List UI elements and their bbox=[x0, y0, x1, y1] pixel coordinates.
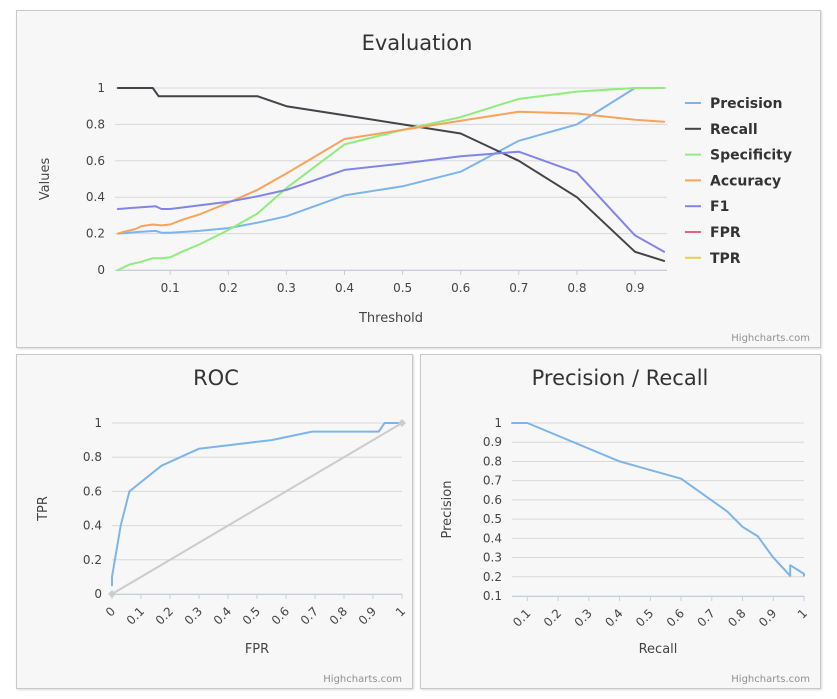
x-tick-label: 0.4 bbox=[602, 606, 625, 629]
legend-label: Specificity bbox=[710, 148, 792, 164]
x-tick-label: 0.8 bbox=[327, 604, 350, 627]
legend-label: Precision bbox=[710, 96, 782, 112]
x-tick-label: 0.1 bbox=[161, 281, 180, 295]
x-tick-label: 0.9 bbox=[756, 606, 779, 629]
x-axis-label: Recall bbox=[639, 642, 678, 657]
y-tick-label: 0 bbox=[97, 263, 105, 277]
y-tick-label: 0.8 bbox=[83, 450, 102, 464]
series-line[interactable] bbox=[116, 150, 666, 253]
y-tick-label: 0.6 bbox=[83, 484, 102, 498]
y-tick-label: 0.4 bbox=[86, 190, 105, 204]
chart-title: Precision / Recall bbox=[532, 366, 709, 390]
x-tick-label: 0.8 bbox=[567, 281, 586, 295]
x-tick-label: 0.3 bbox=[572, 606, 595, 629]
series-line[interactable] bbox=[511, 422, 805, 577]
series-marker[interactable] bbox=[108, 590, 116, 598]
x-tick-label: 1 bbox=[795, 606, 810, 621]
x-tick-label: 0.3 bbox=[277, 281, 296, 295]
legend-label: FPR bbox=[710, 225, 741, 241]
y-tick-label: 0.5 bbox=[483, 512, 502, 526]
x-tick-label: 0.6 bbox=[269, 604, 292, 627]
y-tick-label: 1 bbox=[494, 416, 502, 430]
series-line[interactable] bbox=[116, 87, 666, 271]
roc-chart: ROC 0 0.2 0.4 0.6 0.8 1 0 0.1 0.2 0.3 0.4 0.5 0.6 0.7 0… bbox=[36, 366, 408, 685]
y-tick-label: 0.7 bbox=[483, 474, 502, 488]
legend-label: F1 bbox=[710, 199, 729, 215]
series-line[interactable] bbox=[111, 422, 403, 587]
y-tick-label: 0.6 bbox=[483, 493, 502, 507]
x-tick-label: 0.9 bbox=[356, 604, 379, 627]
y-tick-label: 0.8 bbox=[483, 454, 502, 468]
y-axis-label: TPR bbox=[36, 496, 51, 522]
x-tick-label: 1 bbox=[393, 604, 408, 619]
legend-item[interactable]: Precision bbox=[685, 96, 782, 112]
legend-item[interactable]: Specificity bbox=[685, 148, 792, 164]
x-axis-label: Threshold bbox=[358, 311, 423, 326]
legend-label: Recall bbox=[710, 122, 758, 138]
x-tick-label: 0.4 bbox=[211, 604, 234, 627]
y-tick-label: 0 bbox=[94, 587, 102, 601]
highcharts-credit-link[interactable]: Highcharts.com bbox=[731, 674, 810, 685]
x-tick-label: 0.6 bbox=[451, 281, 470, 295]
y-tick-label: 1 bbox=[94, 416, 102, 430]
x-tick-label: 0.6 bbox=[664, 606, 687, 629]
x-tick-label: 0.1 bbox=[124, 604, 147, 627]
y-tick-label: 0.1 bbox=[483, 589, 502, 603]
x-tick-label: 0.7 bbox=[509, 281, 528, 295]
precision-recall-chart-panel: Precision / Recall 0.1 0.2 0.3 0.4 0.5 0.6 0.7 0… bbox=[420, 354, 821, 689]
legend-item[interactable]: TPR bbox=[685, 251, 741, 267]
legend-item[interactable]: F1 bbox=[685, 199, 729, 215]
y-tick-label: 0.4 bbox=[83, 519, 102, 533]
y-tick-label: 0.3 bbox=[483, 551, 502, 565]
evaluation-chart: Evaluation 0 0.2 0.4 0.6 0.8 1 0.1 0.2 0.3 0.4 0.5 0… bbox=[38, 31, 810, 344]
x-tick-label: 0.8 bbox=[725, 606, 748, 629]
y-tick-label: 0.9 bbox=[483, 435, 502, 449]
series-line[interactable] bbox=[116, 87, 666, 262]
x-tick-label: 0.5 bbox=[393, 281, 412, 295]
highcharts-credit-link[interactable]: Highcharts.com bbox=[323, 674, 402, 685]
x-tick-label: 0.5 bbox=[240, 604, 263, 627]
y-axis-label: Precision bbox=[440, 480, 455, 538]
evaluation-chart-panel: Evaluation 0 0.2 0.4 0.6 0.8 1 0.1 0.2 0.3 0.4 0.5 0… bbox=[16, 10, 821, 348]
x-tick-label: 0.1 bbox=[510, 606, 533, 629]
y-tick-label: 0.8 bbox=[86, 117, 105, 131]
x-axis-label: FPR bbox=[245, 642, 269, 657]
roc-chart-panel: ROC 0 0.2 0.4 0.6 0.8 1 0 0.1 0.2 0.3 0.4 0.5 0.6 0.7 0… bbox=[16, 354, 413, 689]
highcharts-credit-link[interactable]: Highcharts.com bbox=[731, 333, 810, 344]
series-line[interactable] bbox=[111, 422, 403, 595]
y-tick-label: 0.6 bbox=[86, 154, 105, 168]
series-marker[interactable] bbox=[398, 419, 406, 427]
y-axis-label: Values bbox=[38, 158, 53, 201]
x-tick-label: 0 bbox=[103, 604, 118, 619]
x-tick-label: 0.3 bbox=[182, 604, 205, 627]
x-tick-label: 0.7 bbox=[695, 606, 718, 629]
chart-title: Evaluation bbox=[362, 31, 473, 55]
x-tick-label: 0.9 bbox=[625, 281, 644, 295]
legend-item[interactable]: FPR bbox=[685, 225, 741, 241]
series-line[interactable] bbox=[116, 110, 666, 235]
y-tick-label: 0.2 bbox=[86, 227, 105, 241]
x-tick-label: 0.2 bbox=[541, 606, 564, 629]
legend-item[interactable]: Accuracy bbox=[685, 173, 781, 189]
x-tick-label: 0.4 bbox=[335, 281, 354, 295]
y-tick-label: 0.4 bbox=[483, 531, 502, 545]
y-tick-label: 0.2 bbox=[483, 570, 502, 584]
series-line[interactable] bbox=[116, 87, 666, 235]
legend-label: TPR bbox=[710, 251, 741, 267]
x-tick-label: 0.2 bbox=[219, 281, 238, 295]
x-tick-label: 0.5 bbox=[633, 606, 656, 629]
chart-title: ROC bbox=[193, 366, 239, 390]
precision-recall-chart: Precision / Recall 0.1 0.2 0.3 0.4 0.5 0.6 0.7 0… bbox=[440, 366, 810, 685]
y-tick-label: 0.2 bbox=[83, 553, 102, 567]
y-tick-label: 1 bbox=[97, 81, 105, 95]
x-tick-label: 0.7 bbox=[298, 604, 321, 627]
legend-item[interactable]: Recall bbox=[685, 122, 758, 138]
legend-label: Accuracy bbox=[710, 173, 781, 189]
x-tick-label: 0.2 bbox=[153, 604, 176, 627]
